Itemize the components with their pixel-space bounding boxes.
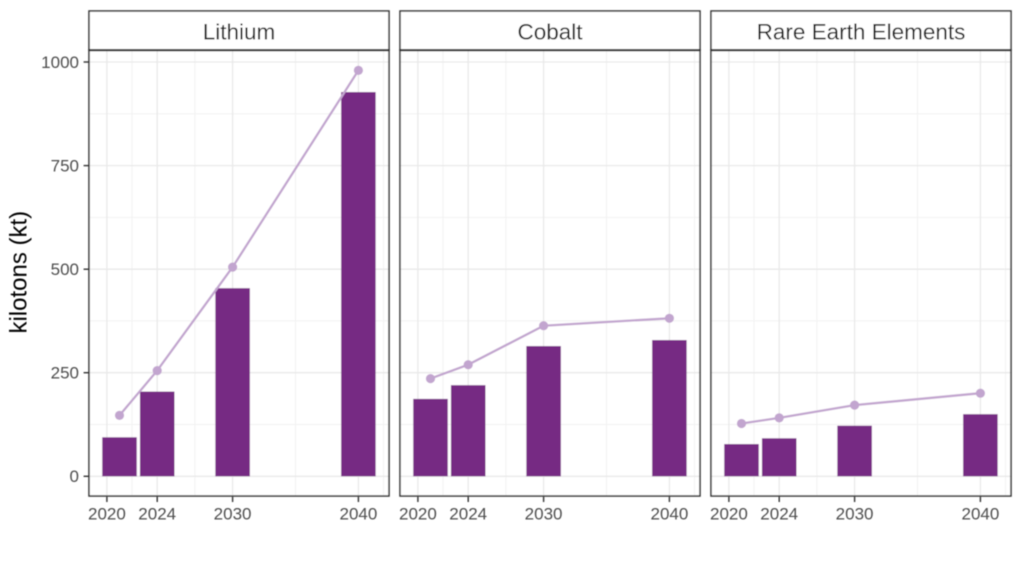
svg-text:0: 0 xyxy=(70,467,79,486)
svg-text:500: 500 xyxy=(51,260,79,279)
svg-text:Lithium: Lithium xyxy=(203,20,276,45)
svg-text:Cobalt: Cobalt xyxy=(517,20,583,45)
svg-text:750: 750 xyxy=(51,156,79,175)
svg-text:2020: 2020 xyxy=(88,505,126,524)
svg-text:Rare Earth Elements: Rare Earth Elements xyxy=(757,20,966,45)
svg-text:2030: 2030 xyxy=(525,505,563,524)
svg-text:2030: 2030 xyxy=(836,505,874,524)
svg-text:250: 250 xyxy=(51,364,79,383)
svg-text:2040: 2040 xyxy=(339,505,377,524)
svg-text:2020: 2020 xyxy=(710,505,748,524)
svg-text:2040: 2040 xyxy=(650,505,688,524)
svg-text:2020: 2020 xyxy=(399,505,437,524)
svg-text:2024: 2024 xyxy=(138,505,176,524)
svg-text:2040: 2040 xyxy=(961,505,999,524)
svg-text:kilotons (kt): kilotons (kt) xyxy=(6,211,33,334)
svg-text:1000: 1000 xyxy=(41,53,79,72)
svg-text:2030: 2030 xyxy=(214,505,252,524)
svg-text:2024: 2024 xyxy=(760,505,798,524)
svg-text:2024: 2024 xyxy=(449,505,487,524)
